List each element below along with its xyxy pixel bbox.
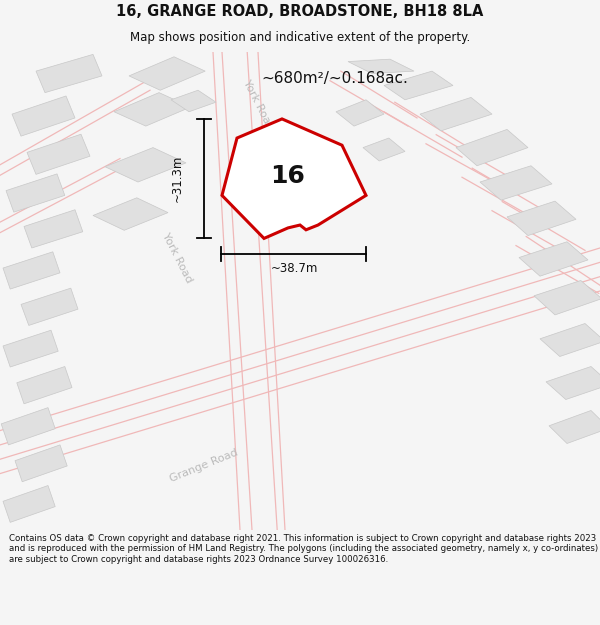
Text: Map shows position and indicative extent of the property.: Map shows position and indicative extent… — [130, 31, 470, 44]
Polygon shape — [24, 210, 83, 248]
Polygon shape — [3, 486, 55, 522]
Polygon shape — [6, 174, 65, 212]
Polygon shape — [363, 138, 405, 161]
Polygon shape — [3, 252, 60, 289]
Polygon shape — [3, 330, 58, 367]
Polygon shape — [549, 411, 600, 444]
Polygon shape — [114, 92, 191, 126]
Polygon shape — [546, 366, 600, 399]
Polygon shape — [288, 167, 345, 196]
Text: Contains OS data © Crown copyright and database right 2021. This information is : Contains OS data © Crown copyright and d… — [9, 534, 598, 564]
Polygon shape — [171, 90, 216, 112]
Polygon shape — [258, 191, 330, 224]
Polygon shape — [534, 281, 600, 315]
Polygon shape — [93, 198, 168, 230]
Polygon shape — [336, 100, 384, 126]
Polygon shape — [27, 134, 90, 174]
Text: York Road: York Road — [241, 78, 275, 131]
Text: ~38.7m: ~38.7m — [271, 262, 317, 275]
Polygon shape — [222, 119, 366, 238]
Polygon shape — [507, 201, 576, 236]
Polygon shape — [480, 166, 552, 200]
Text: Grange Road: Grange Road — [169, 448, 239, 484]
Polygon shape — [21, 288, 78, 326]
Text: York Road: York Road — [160, 231, 194, 284]
Polygon shape — [17, 366, 72, 404]
Polygon shape — [129, 57, 205, 90]
Polygon shape — [36, 54, 102, 92]
Polygon shape — [540, 324, 600, 356]
Polygon shape — [519, 242, 588, 276]
Polygon shape — [456, 129, 528, 166]
Text: ~680m²/~0.168ac.: ~680m²/~0.168ac. — [261, 71, 408, 86]
Text: 16, GRANGE ROAD, BROADSTONE, BH18 8LA: 16, GRANGE ROAD, BROADSTONE, BH18 8LA — [116, 4, 484, 19]
Polygon shape — [105, 148, 186, 182]
Polygon shape — [12, 96, 75, 136]
Polygon shape — [1, 408, 55, 445]
Polygon shape — [420, 98, 492, 131]
Polygon shape — [384, 71, 453, 100]
Text: 16: 16 — [271, 164, 305, 188]
Text: ~31.3m: ~31.3m — [170, 155, 184, 202]
Polygon shape — [15, 445, 67, 482]
Polygon shape — [348, 59, 414, 74]
